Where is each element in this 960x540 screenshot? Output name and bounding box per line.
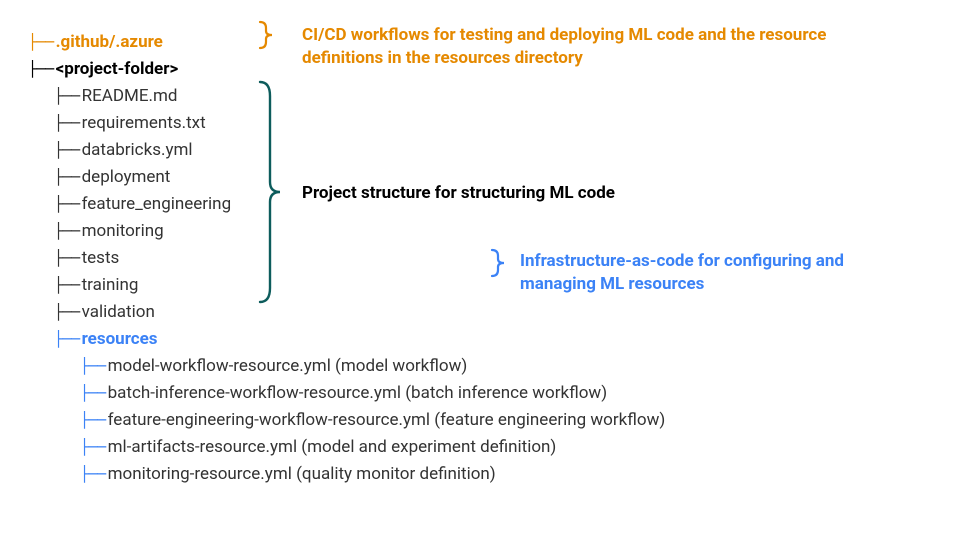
tree-row: ├──batch-inference-workflow-resource.yml… (80, 379, 665, 406)
tree-label: model-workflow-resource.yml (model workf… (108, 356, 468, 376)
tree-connector: ├── (80, 357, 106, 375)
tree-connector: ├── (54, 141, 80, 159)
tree-connector: ├── (28, 60, 54, 78)
tree-label: databricks.yml (82, 140, 193, 160)
tree-connector: ├── (80, 465, 106, 483)
tree-connector: ├── (28, 33, 54, 51)
brace-iac (488, 248, 512, 278)
tree-connector: ├── (80, 411, 106, 429)
tree-connector: ├── (80, 438, 106, 456)
tree-connector: ├── (54, 276, 80, 294)
tree-connector: ├── (54, 168, 80, 186)
tree-label: README.md (82, 86, 178, 106)
tree-label: feature-engineering-workflow-resource.ym… (108, 410, 666, 430)
tree-row: ├──README.md (54, 82, 665, 109)
annotation-structure: Project structure for structuring ML cod… (302, 182, 722, 205)
brace-cicd (256, 20, 280, 50)
tree-label: validation (82, 302, 155, 322)
tree-row: ├──ml-artifacts-resource.yml (model and … (80, 433, 665, 460)
tree-label: deployment (82, 167, 171, 187)
tree-row: ├──databricks.yml (54, 136, 665, 163)
tree-label: requirements.txt (82, 113, 206, 133)
tree-label: feature_engineering (82, 194, 232, 214)
tree-row: ├──monitoring-resource.yml (quality moni… (80, 460, 665, 487)
tree-label: batch-inference-workflow-resource.yml (b… (108, 383, 608, 403)
tree-label: ml-artifacts-resource.yml (model and exp… (108, 437, 557, 457)
tree-connector: ├── (54, 114, 80, 132)
tree-label: resources (82, 329, 158, 349)
annotation-cicd: CI/CD workflows for testing and deployin… (302, 24, 862, 70)
tree-label: monitoring (82, 221, 164, 241)
tree-connector: ├── (54, 249, 80, 267)
tree-connector: ├── (54, 195, 80, 213)
brace-structure (256, 78, 284, 306)
tree-label: .github/.azure (56, 32, 163, 52)
tree-label: tests (82, 248, 120, 268)
tree-row: ├──monitoring (54, 217, 665, 244)
tree-connector: ├── (54, 330, 80, 348)
tree-row-resources: ├──resources (54, 325, 665, 352)
tree-connector: ├── (54, 303, 80, 321)
annotation-iac: Infrastructure-as-code for configuring a… (520, 250, 900, 296)
tree-label: training (82, 275, 139, 295)
tree-label: <project-folder> (56, 59, 179, 79)
tree-connector: ├── (54, 222, 80, 240)
tree-connector: ├── (54, 87, 80, 105)
tree-connector: ├── (80, 384, 106, 402)
tree-row: ├──model-workflow-resource.yml (model wo… (80, 352, 665, 379)
tree-row: ├──requirements.txt (54, 109, 665, 136)
resources-children: ├──model-workflow-resource.yml (model wo… (54, 352, 665, 487)
tree-label: monitoring-resource.yml (quality monitor… (108, 464, 496, 484)
tree-row: ├──validation (54, 298, 665, 325)
tree-row: ├──feature-engineering-workflow-resource… (80, 406, 665, 433)
